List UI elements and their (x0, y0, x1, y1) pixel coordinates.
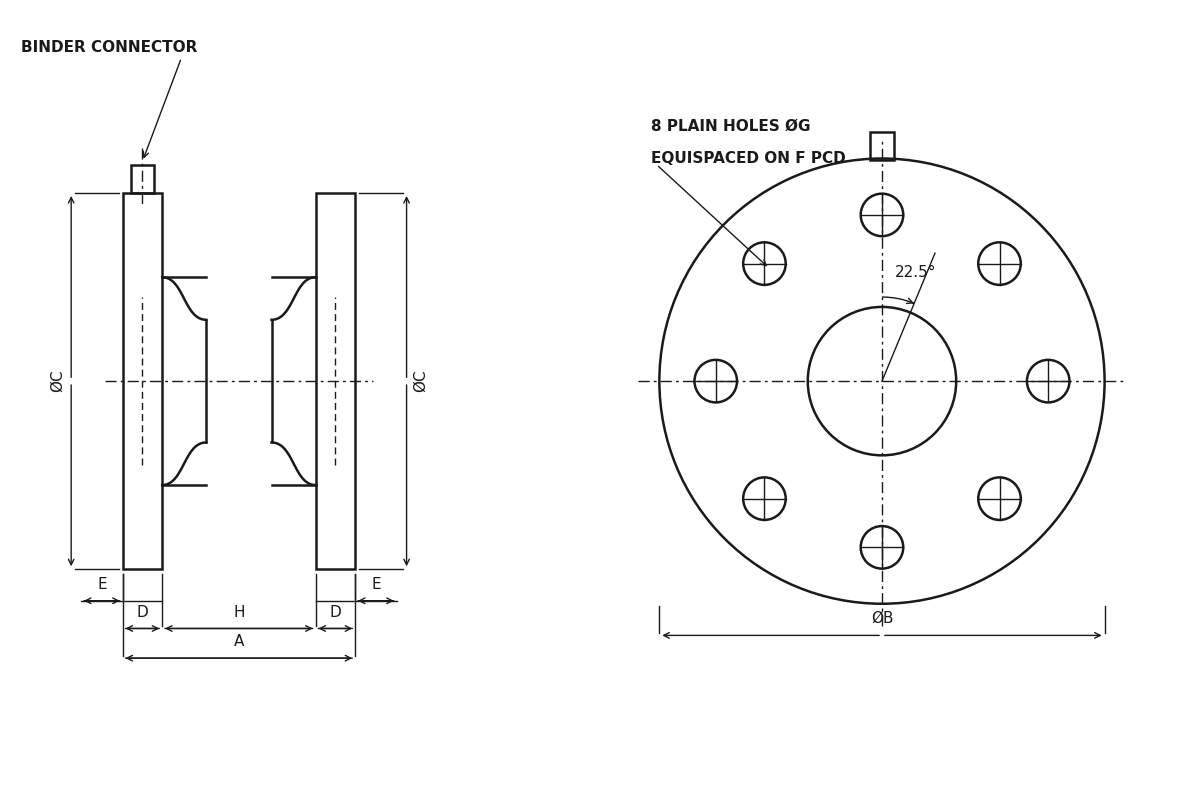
Text: E: E (371, 577, 380, 592)
Text: ØC: ØC (50, 370, 65, 392)
Text: 22.5°: 22.5° (895, 265, 936, 280)
Text: H: H (233, 604, 245, 619)
Text: EQUISPACED ON F PCD: EQUISPACED ON F PCD (652, 152, 846, 167)
Text: A: A (234, 634, 244, 649)
Text: ØC: ØC (413, 370, 428, 392)
Text: 8 PLAIN HOLES ØG: 8 PLAIN HOLES ØG (652, 119, 811, 134)
Text: ØB: ØB (871, 611, 893, 626)
Text: BINDER CONNECTOR: BINDER CONNECTOR (22, 40, 198, 55)
Text: D: D (137, 604, 149, 619)
Text: E: E (97, 577, 107, 592)
Text: D: D (330, 604, 341, 619)
